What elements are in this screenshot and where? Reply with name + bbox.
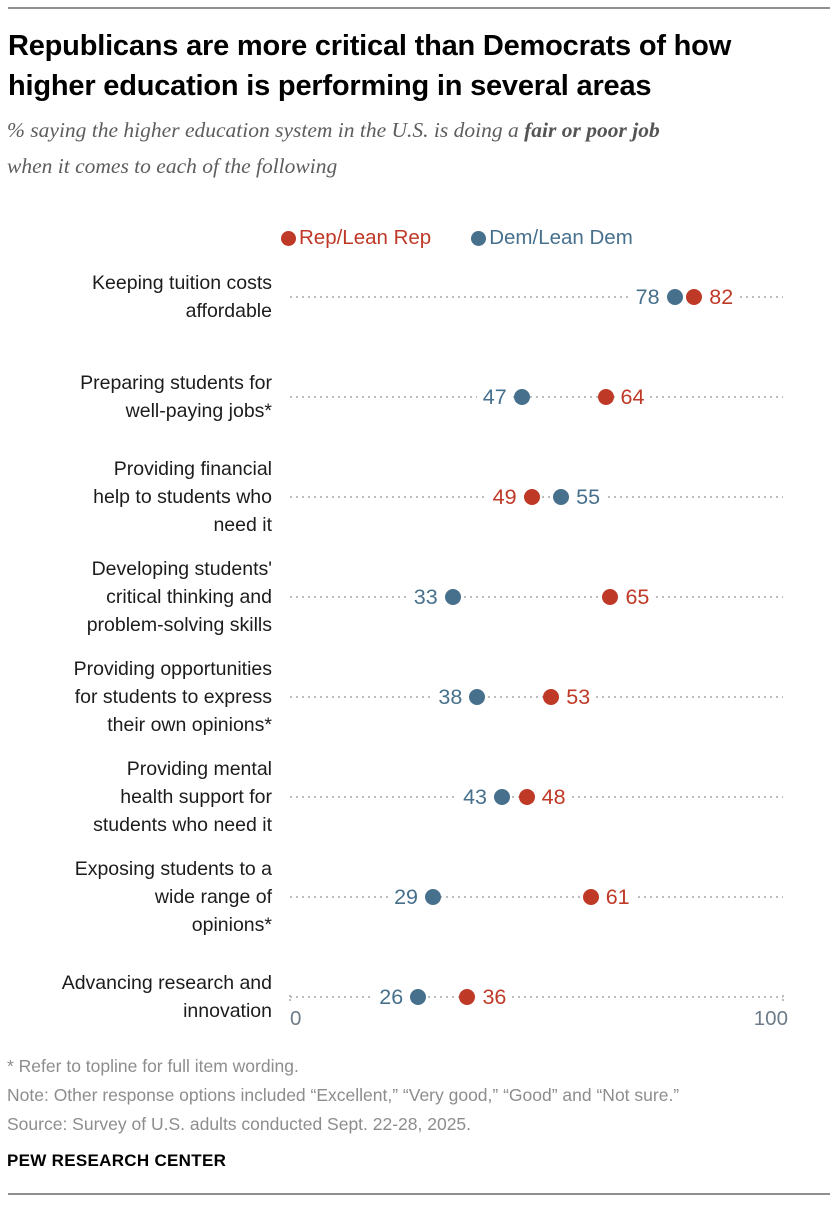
dem-value-label: 47 — [476, 382, 513, 412]
legend-item-dem: Dem/Lean Dem — [471, 226, 633, 250]
rep-value-label: 53 — [560, 682, 597, 712]
chart-row: Keeping tuition costs affordable 78 82 — [0, 247, 840, 347]
row-label: Keeping tuition costs affordable — [92, 272, 272, 322]
rep-dot-icon — [281, 230, 296, 246]
chart-row: Advancing research and innovation 26 36 — [0, 947, 840, 1047]
dem-dot — [469, 689, 486, 705]
dotted-leader-line — [290, 696, 783, 698]
dem-dot — [444, 589, 461, 605]
row-label: Providing financial help to students who… — [93, 458, 272, 536]
top-divider — [8, 7, 830, 9]
bottom-divider — [8, 1193, 830, 1195]
legend-item-rep: Rep/Lean Rep — [281, 226, 431, 250]
row-label: Advancing research and innovation — [61, 972, 272, 1022]
legend-rep-label: Rep/Lean Rep — [299, 226, 432, 249]
dem-dot — [493, 789, 510, 805]
rep-value-label: 61 — [599, 882, 636, 912]
row-label: Exposing students to a wide range of opi… — [74, 858, 272, 936]
chart-row: Exposing students to a wide range of opi… — [0, 847, 840, 947]
dotted-leader-line — [290, 396, 783, 398]
chart-row: Providing opportunities for students to … — [0, 647, 840, 747]
dem-dot — [666, 289, 683, 305]
x-axis-min-label: 0 — [290, 1007, 302, 1030]
dotted-leader-line — [290, 296, 783, 298]
dem-value-label: 33 — [407, 582, 444, 612]
rep-dot — [523, 489, 540, 505]
subtitle-suffix: when it comes to each of the following — [7, 154, 338, 178]
dem-value-label: 26 — [373, 982, 410, 1012]
rep-value-label: 82 — [703, 282, 740, 312]
rep-dot — [602, 589, 619, 605]
footnote-asterisk: * Refer to topline for full item wording… — [7, 1056, 299, 1076]
legend: Rep/Lean Rep Dem/Lean Dem — [281, 226, 633, 250]
dem-value-label: 29 — [388, 882, 424, 912]
dem-value-label: 38 — [432, 682, 469, 712]
dotted-leader-line — [290, 896, 783, 898]
footnotes: * Refer to topline for full item wording… — [7, 1052, 832, 1139]
chart-subtitle: % saying the higher education system in … — [7, 112, 834, 184]
rep-value-label: 49 — [486, 482, 523, 512]
rep-value-label: 64 — [614, 382, 651, 412]
rep-dot — [459, 989, 476, 1005]
rep-dot — [597, 389, 614, 405]
dem-dot-icon — [471, 230, 487, 246]
rep-value-label: 48 — [535, 782, 572, 812]
dotted-leader-line — [290, 996, 783, 998]
dem-value-label: 78 — [629, 282, 666, 312]
dot-plot-chart: Keeping tuition costs affordable 78 82 P… — [0, 247, 840, 1047]
chart-row: Providing financial help to students who… — [0, 447, 840, 547]
brand-wordmark: PEW RESEARCH CENTER — [7, 1151, 227, 1170]
footnote-note: Note: Other response options included “E… — [7, 1085, 680, 1105]
dem-dot — [424, 889, 441, 905]
chart-title: Republicans are more critical than Democ… — [8, 30, 732, 102]
rep-dot — [518, 789, 535, 805]
row-label: Preparing students for well-paying jobs* — [80, 372, 272, 422]
row-label: Providing opportunities for students to … — [73, 658, 272, 736]
rep-value-label: 36 — [476, 982, 513, 1012]
dem-dot — [513, 389, 530, 405]
rep-dot — [543, 689, 560, 705]
rep-dot — [582, 889, 599, 905]
dem-dot — [553, 489, 570, 505]
x-axis-max-label: 100 — [753, 1007, 788, 1030]
subtitle-bold: fair or poor job — [524, 118, 660, 142]
chart-row: Preparing students for well-paying jobs*… — [0, 347, 840, 447]
axis-start-tick — [289, 995, 291, 1003]
x-axis: 0 100 — [290, 1007, 788, 1031]
row-label: Providing mental health support for stud… — [93, 758, 272, 836]
dotted-leader-line — [290, 596, 783, 598]
axis-end-tick — [782, 995, 784, 1003]
footnote-source: Source: Survey of U.S. adults conducted … — [7, 1114, 472, 1134]
dem-dot — [410, 989, 427, 1005]
row-label: Developing students' critical thinking a… — [86, 558, 272, 636]
chart-row: Providing mental health support for stud… — [0, 747, 840, 847]
rep-dot — [686, 289, 703, 305]
dem-value-label: 55 — [570, 482, 607, 512]
chart-row: Developing students' critical thinking a… — [0, 547, 840, 647]
rep-value-label: 65 — [619, 582, 656, 612]
legend-dem-label: Dem/Lean Dem — [489, 226, 633, 249]
subtitle-prefix: % saying the higher education system in … — [7, 118, 525, 142]
dem-value-label: 43 — [457, 782, 493, 812]
